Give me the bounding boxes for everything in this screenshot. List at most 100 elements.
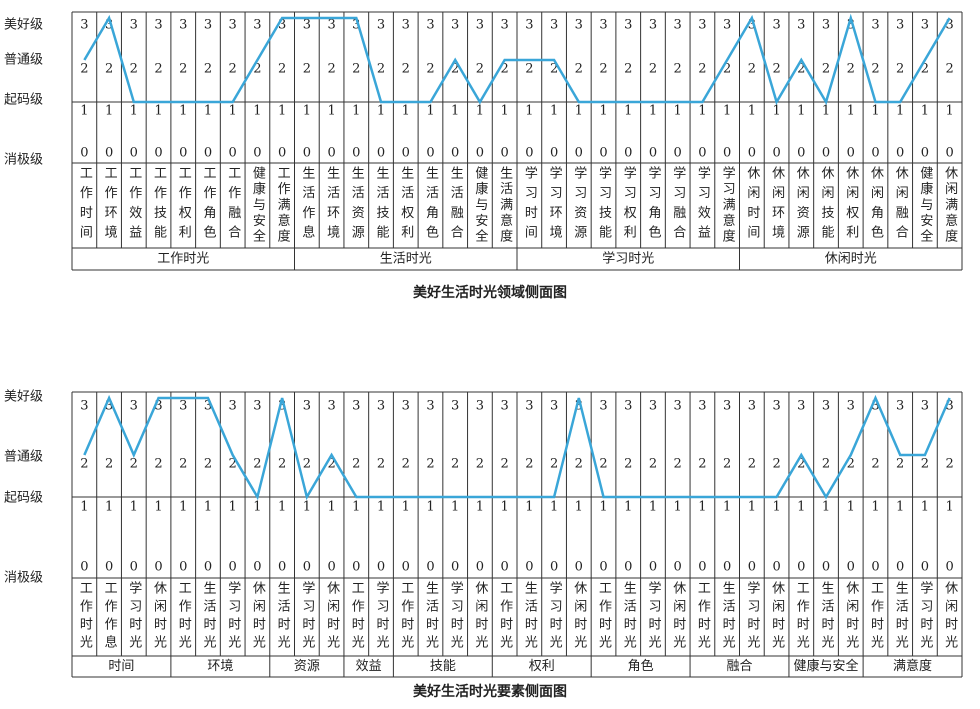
column-label: 生活角色 bbox=[423, 166, 439, 245]
level-digit: 0 bbox=[748, 146, 756, 161]
level-digit: 0 bbox=[204, 560, 212, 575]
level-digit: 2 bbox=[847, 62, 855, 77]
level-digit: 2 bbox=[352, 62, 360, 77]
level-digit: 1 bbox=[352, 104, 360, 119]
level-digit: 1 bbox=[649, 500, 657, 515]
level-digit: 1 bbox=[871, 104, 879, 119]
level-digit: 3 bbox=[748, 18, 756, 33]
level-digit: 3 bbox=[748, 399, 756, 414]
level-digit: 2 bbox=[896, 457, 904, 472]
column-label: 生活作息 bbox=[299, 166, 315, 245]
level-digit: 3 bbox=[204, 18, 212, 33]
level-digit: 0 bbox=[105, 560, 113, 575]
level-digit: 0 bbox=[130, 146, 138, 161]
level-digit: 2 bbox=[822, 62, 830, 77]
level-digit: 0 bbox=[525, 146, 533, 161]
level-digit: 2 bbox=[303, 457, 311, 472]
level-digit: 1 bbox=[476, 500, 484, 515]
level-digit: 1 bbox=[500, 500, 508, 515]
level-digit: 1 bbox=[847, 104, 855, 119]
level-digit: 3 bbox=[921, 399, 929, 414]
level-digit: 2 bbox=[377, 457, 385, 472]
level-digit: 3 bbox=[130, 399, 138, 414]
column-label: 学习时光 bbox=[126, 580, 142, 653]
level-digit: 1 bbox=[748, 104, 756, 119]
level-digit: 1 bbox=[278, 500, 286, 515]
level-digit: 1 bbox=[130, 500, 138, 515]
level-digit: 0 bbox=[797, 560, 805, 575]
level-digit: 2 bbox=[748, 62, 756, 77]
level-digit: 1 bbox=[624, 104, 632, 119]
level-digit: 0 bbox=[426, 146, 434, 161]
level-digit: 1 bbox=[921, 500, 929, 515]
column-label: 工作作息 bbox=[102, 581, 118, 653]
level-digit: 0 bbox=[575, 560, 583, 575]
level-digit: 1 bbox=[772, 104, 780, 119]
level-digit: 3 bbox=[797, 399, 805, 414]
column-label: 工作时光 bbox=[497, 581, 513, 653]
column-label: 休闲时光 bbox=[151, 581, 167, 653]
level-digit: 3 bbox=[624, 18, 632, 33]
level-digit: 2 bbox=[476, 457, 484, 472]
column-label: 休闲技能 bbox=[819, 166, 835, 245]
column-label: 工作时间 bbox=[77, 166, 93, 245]
level-digit: 0 bbox=[476, 146, 484, 161]
level-digit: 3 bbox=[723, 399, 731, 414]
group-label: 权利 bbox=[529, 658, 555, 674]
level-digit: 3 bbox=[550, 18, 558, 33]
level-digit: 2 bbox=[179, 457, 187, 472]
level-digit: 1 bbox=[476, 104, 484, 119]
level-digit: 3 bbox=[945, 399, 953, 414]
level-digit: 0 bbox=[500, 146, 508, 161]
level-digit: 0 bbox=[921, 560, 929, 575]
level-digit: 1 bbox=[945, 104, 953, 119]
level-digit: 3 bbox=[105, 18, 113, 33]
level-digit: 1 bbox=[599, 104, 607, 119]
level-digit: 3 bbox=[674, 399, 682, 414]
level-digit: 2 bbox=[797, 62, 805, 77]
level-digit: 2 bbox=[229, 457, 237, 472]
level-digit: 2 bbox=[921, 62, 929, 77]
level-digit: 2 bbox=[204, 457, 212, 472]
level-digit: 0 bbox=[624, 560, 632, 575]
level-digit: 2 bbox=[105, 457, 113, 472]
level-digit: 0 bbox=[229, 560, 237, 575]
level-digit: 3 bbox=[500, 18, 508, 33]
level-digit: 0 bbox=[674, 560, 682, 575]
level-digit: 0 bbox=[674, 146, 682, 161]
level-digit: 2 bbox=[402, 457, 410, 472]
level-digit: 0 bbox=[748, 560, 756, 575]
level-digit: 0 bbox=[797, 146, 805, 161]
level-label: 起码级 bbox=[4, 93, 43, 108]
level-digit: 3 bbox=[698, 399, 706, 414]
level-digit: 0 bbox=[772, 560, 780, 575]
level-digit: 0 bbox=[871, 560, 879, 575]
level-digit: 1 bbox=[649, 104, 657, 119]
column-label: 学习角色 bbox=[645, 165, 661, 245]
level-digit: 0 bbox=[822, 146, 830, 161]
level-digit: 1 bbox=[748, 500, 756, 515]
level-digit: 0 bbox=[550, 146, 558, 161]
column-label: 生活环境 bbox=[324, 166, 340, 245]
level-digit: 0 bbox=[426, 560, 434, 575]
level-digit: 0 bbox=[599, 560, 607, 575]
level-digit: 0 bbox=[723, 146, 731, 161]
level-digit: 3 bbox=[649, 399, 657, 414]
level-digit: 2 bbox=[500, 62, 508, 77]
level-digit: 2 bbox=[130, 62, 138, 77]
column-label: 工作环境 bbox=[102, 166, 118, 245]
level-digit: 3 bbox=[352, 18, 360, 33]
group-label: 健康与安全 bbox=[794, 658, 859, 674]
level-digit: 2 bbox=[426, 457, 434, 472]
level-digit: 0 bbox=[550, 560, 558, 575]
level-digit: 3 bbox=[871, 18, 879, 33]
level-digit: 2 bbox=[698, 457, 706, 472]
level-digit: 3 bbox=[575, 399, 583, 414]
level-digit: 1 bbox=[871, 500, 879, 515]
column-label: 学习满意度 bbox=[720, 165, 736, 245]
level-label: 消极级 bbox=[4, 153, 43, 168]
level-digit: 1 bbox=[229, 104, 237, 119]
level-digit: 0 bbox=[649, 146, 657, 161]
level-digit: 1 bbox=[451, 500, 459, 515]
